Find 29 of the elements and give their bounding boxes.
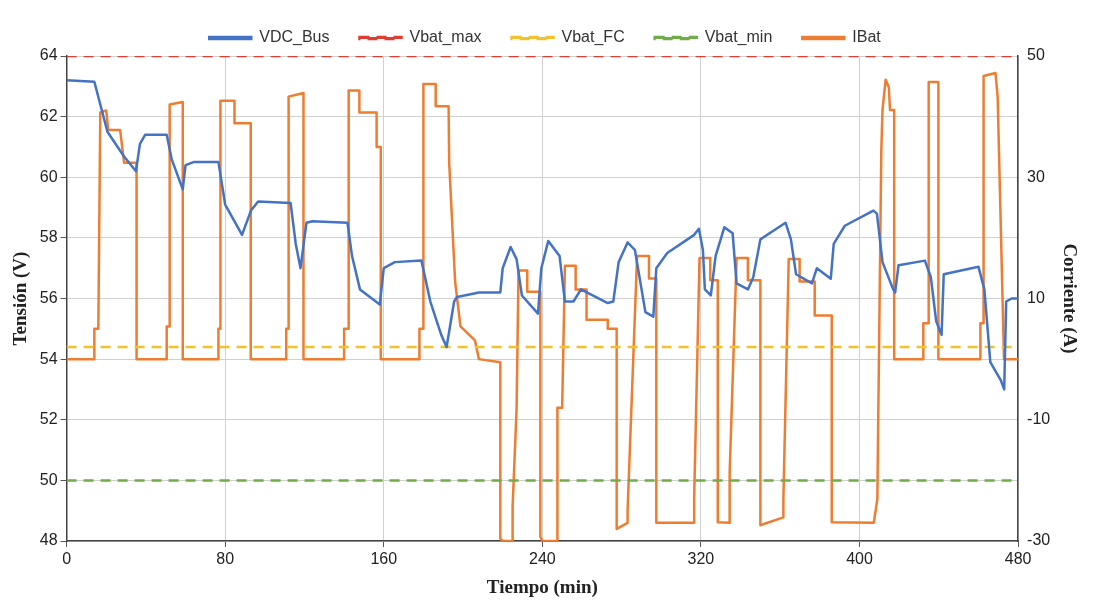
legend-label: VDC_Bus (259, 28, 330, 47)
y2-axis-title: Corriente (A) (1058, 243, 1081, 354)
y-tick-label: 62 (39, 107, 58, 125)
y2-tick-label: -10 (1027, 410, 1051, 428)
y-tick-label: 58 (39, 228, 58, 246)
legend-label: Vbat_min (704, 28, 773, 47)
legend-label: Vbat_FC (561, 28, 625, 47)
y-tick-label: 60 (39, 167, 58, 185)
y-tick-label: 52 (39, 410, 58, 428)
y2-tick-label: 10 (1027, 288, 1045, 306)
y-tick-label: 50 (39, 470, 58, 488)
x-axis-title: Tiempo (min) (486, 575, 598, 598)
x-tick-label: 160 (370, 550, 398, 568)
y-tick-label: 56 (39, 288, 58, 306)
y2-tick-label: -30 (1027, 531, 1051, 549)
y-tick-label: 54 (39, 349, 58, 367)
y-tick-label: 48 (39, 531, 58, 549)
legend-label: Vbat_max (409, 28, 482, 47)
x-tick-label: 0 (62, 550, 72, 568)
y-tick-label: 64 (39, 46, 58, 64)
y2-tick-label: 50 (1027, 46, 1045, 64)
legend-label: IBat (852, 28, 882, 46)
x-tick-label: 480 (1004, 550, 1032, 568)
y-axis-title: Tensión (V) (9, 251, 32, 346)
x-tick-label: 400 (846, 550, 873, 568)
x-tick-label: 320 (687, 550, 715, 568)
x-tick-label: 80 (216, 550, 235, 568)
y2-tick-label: 30 (1027, 167, 1045, 185)
x-tick-label: 240 (528, 550, 556, 568)
